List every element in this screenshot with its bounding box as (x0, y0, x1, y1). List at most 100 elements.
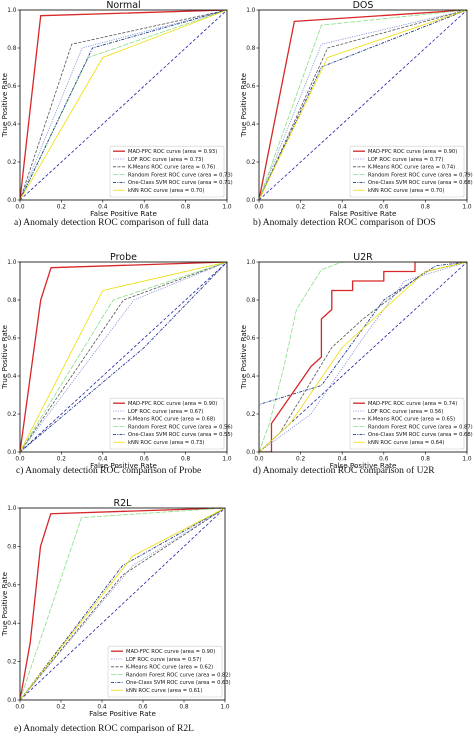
legend-area-suffix: ) (442, 188, 444, 194)
legend-series-name: K-Means ROC curve (128, 417, 180, 423)
legend-area-suffix: ) (200, 688, 202, 694)
legend-area-value: 0.90 (202, 649, 214, 655)
legend-area-prefix: (area = (182, 149, 203, 155)
series-line (259, 10, 467, 200)
legend-area-value: 0.57 (188, 657, 200, 663)
legend-area-prefix: (area = (169, 409, 190, 415)
series-line (259, 262, 467, 452)
legend-series-name: Random Forest ROC curve (368, 424, 438, 430)
legend-entry: One-Class SVM ROC curve (area = 0.68) (368, 432, 473, 438)
legend-area-suffix: ) (471, 180, 473, 186)
series-line (20, 262, 227, 452)
caption-u2r: d) Anomaly detection ROC comparison of U… (253, 466, 435, 476)
legend-area-prefix: (area = (438, 424, 459, 430)
legend-box (109, 397, 225, 450)
legend-entry: Random Forest ROC curve (area = 0.87) (368, 424, 473, 430)
series-line (20, 262, 227, 452)
caption-probe: c) Anomaly detection ROC comparison of P… (16, 466, 202, 476)
legend-area-prefix: (area = (410, 440, 431, 446)
legend-area-value: 0.76 (202, 165, 214, 171)
y-tick-label: 1.0 (7, 506, 17, 512)
series-group (20, 508, 225, 700)
legend-area-value: 0.90 (204, 401, 216, 407)
legend-series-name: One-Class SVM ROC curve (368, 432, 438, 438)
y-tick-label: 0.0 (246, 198, 256, 204)
legend-area-suffix: ) (229, 672, 231, 678)
legend-area-prefix: (area = (169, 157, 190, 163)
legend-area-suffix: ) (213, 649, 215, 655)
series-group (259, 262, 467, 452)
x-tick-label: 0.8 (181, 457, 191, 463)
legend-area-suffix: ) (453, 417, 455, 423)
x-tick-label: 1.0 (222, 205, 232, 211)
chart-title: Normal (106, 0, 140, 11)
chart-title: U2R (353, 252, 373, 263)
legend-area-suffix: ) (215, 149, 217, 155)
legend-area-prefix: (area = (422, 401, 443, 407)
diagonal-reference-line (258, 9, 468, 201)
y-tick-label: 0.4 (246, 122, 256, 128)
legend-area-prefix: (area = (409, 157, 430, 163)
y-tick-label: 0.0 (7, 198, 17, 204)
x-tick-label: 0.0 (15, 705, 25, 711)
legend-entry: LOF ROC curve (area = 0.73) (128, 157, 203, 163)
x-axis-label: False Positive Rate (89, 709, 156, 718)
x-axis-label: False Positive Rate (90, 461, 157, 470)
series-line (259, 262, 467, 452)
y-tick-label: 1.0 (246, 8, 256, 14)
series-line (20, 10, 227, 200)
legend-area-suffix: ) (213, 165, 215, 171)
legend-area-prefix: (area = (170, 188, 191, 194)
y-tick-label: 0.2 (7, 660, 17, 666)
legend-area-suffix: ) (455, 401, 457, 407)
x-tick-label: 0.6 (140, 457, 150, 463)
y-tick-label: 0.4 (246, 374, 256, 380)
legend-entry: K-Means ROC curve (area = 0.74) (368, 165, 455, 171)
y-tick-label: 1.0 (7, 260, 17, 266)
y-tick-label: 0.8 (7, 46, 17, 52)
x-tick-label: 0.4 (97, 705, 107, 711)
y-tick-label: 0.0 (246, 450, 256, 456)
legend-series-name: Random Forest ROC curve (126, 672, 196, 678)
legend: MAD-FPC ROC curve (area = 0.90)LOF ROC c… (107, 645, 231, 698)
legend-area-prefix: (area = (180, 649, 201, 655)
legend-entry: kNN ROC curve (area = 0.70) (368, 188, 444, 194)
x-tick-label: 0.0 (254, 205, 264, 211)
legend-series-name: kNN ROC curve (368, 188, 410, 194)
legend-area-suffix: ) (202, 188, 204, 194)
legend-area-suffix: ) (213, 417, 215, 423)
series-line (20, 262, 227, 452)
legend-area-prefix: (area = (196, 680, 217, 686)
legend-series-name: K-Means ROC curve (368, 417, 420, 423)
legend-area-value: 0.90 (444, 149, 456, 155)
legend-entry: MAD-FPC ROC curve (area = 0.90) (368, 149, 457, 155)
x-tick-label: 0.2 (57, 205, 67, 211)
legend-series-name: LOF ROC curve (368, 157, 409, 163)
legend-area-value: 0.64 (431, 440, 443, 446)
legend-area-value: 0.71 (219, 180, 231, 186)
y-tick-label: 0.6 (7, 84, 17, 90)
legend-area-prefix: (area = (420, 165, 441, 171)
x-tick-label: 0.6 (138, 705, 148, 711)
y-tick-label: 0.6 (246, 336, 256, 342)
legend-series-name: K-Means ROC curve (126, 665, 178, 671)
legend-box (349, 397, 465, 450)
legend-area-suffix: ) (201, 409, 203, 415)
y-tick-label: 0.2 (7, 412, 17, 418)
legend-entry: LOF ROC curve (area = 0.57) (126, 657, 201, 663)
legend-entry: LOF ROC curve (area = 0.77) (368, 157, 443, 163)
legend-series-name: LOF ROC curve (128, 409, 169, 415)
legend-entry: LOF ROC curve (area = 0.56) (368, 409, 443, 415)
y-tick-label: 0.4 (7, 122, 17, 128)
legend-entry: Random Forest ROC curve (area = 0.73) (128, 172, 233, 178)
chart-title: R2L (114, 498, 133, 509)
legend-series-name: MAD-FPC ROC curve (128, 401, 182, 407)
legend-area-value: 0.63 (217, 680, 229, 686)
chart-panel-normal: Normal 0.0 0.0 0.2 0.2 0.4 0.4 0.6 0.6 0.8 0.8 1.0 1… (0, 0, 237, 236)
diagonal-reference-line (19, 9, 228, 201)
legend-area-suffix: ) (215, 401, 217, 407)
x-tick-label: 0.6 (379, 205, 389, 211)
legend-area-value: 0.70 (191, 188, 203, 194)
series-line (20, 508, 225, 700)
series-group (20, 262, 227, 452)
